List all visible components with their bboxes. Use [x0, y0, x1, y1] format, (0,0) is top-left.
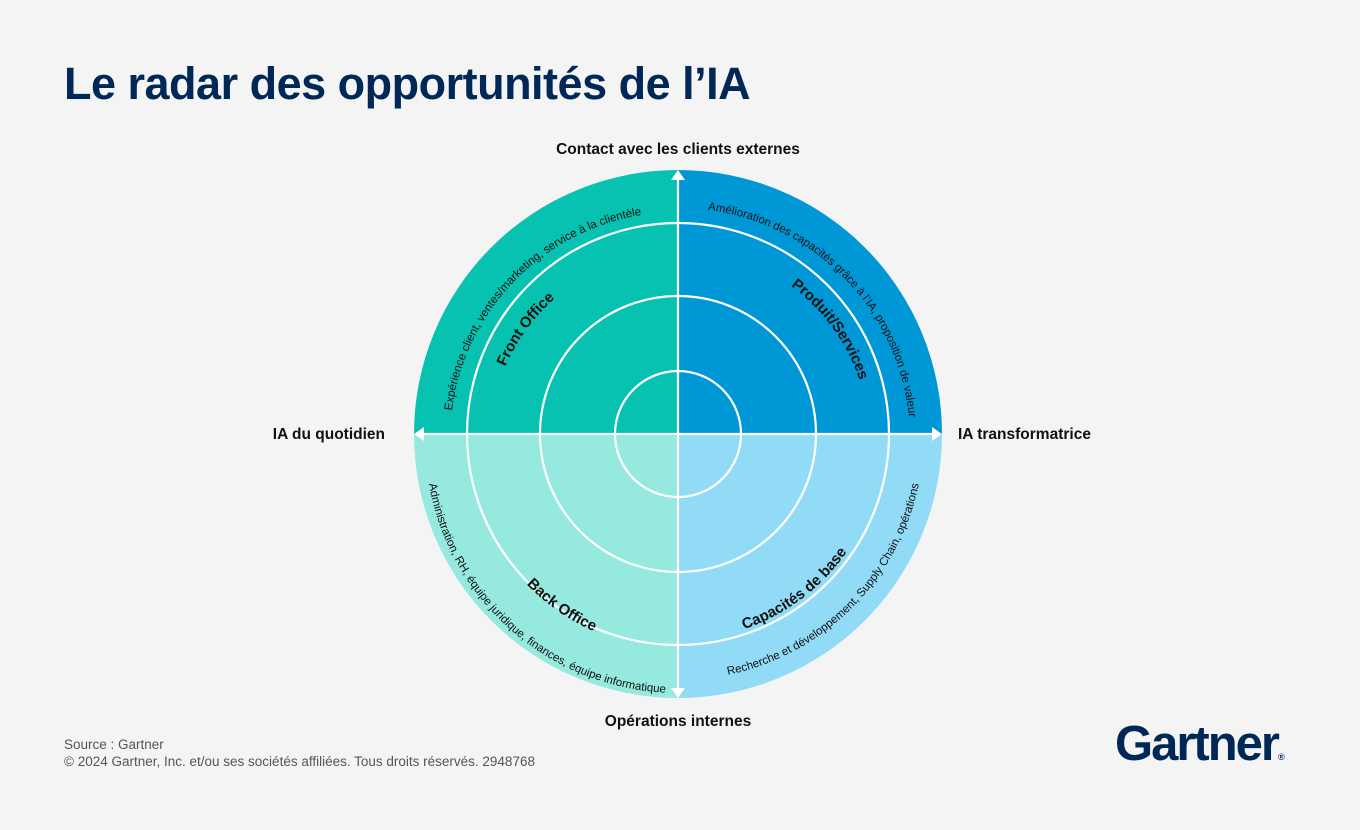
logo-registered-mark: ® [1278, 752, 1285, 762]
footer-source: Source : Gartner [64, 737, 164, 752]
gartner-logo: Gartner® [1115, 716, 1285, 772]
axis-label-top: Contact avec les clients externes [556, 141, 800, 158]
quadrant-front-office [414, 170, 678, 434]
axis-label-bottom: Opérations internes [605, 713, 751, 730]
logo-text: Gartner [1115, 717, 1280, 771]
page-title: Le radar des opportunités de l’IA [64, 58, 751, 109]
arrow-right-icon [932, 427, 942, 441]
arrow-down-icon [671, 688, 685, 698]
arrow-left-icon [414, 427, 424, 441]
footer: Source : Gartner © 2024 Gartner, Inc. et… [64, 736, 535, 770]
footer-copyright: © 2024 Gartner, Inc. et/ou ses sociétés … [64, 754, 535, 769]
quadrant-back-office [414, 434, 678, 698]
axis-label-right: IA transformatrice [958, 426, 1091, 443]
quadrant-capacites-de-base [678, 434, 942, 698]
axis-label-left: IA du quotidien [273, 426, 385, 443]
arrow-up-icon [671, 170, 685, 180]
quadrant-produit-services [678, 170, 942, 434]
